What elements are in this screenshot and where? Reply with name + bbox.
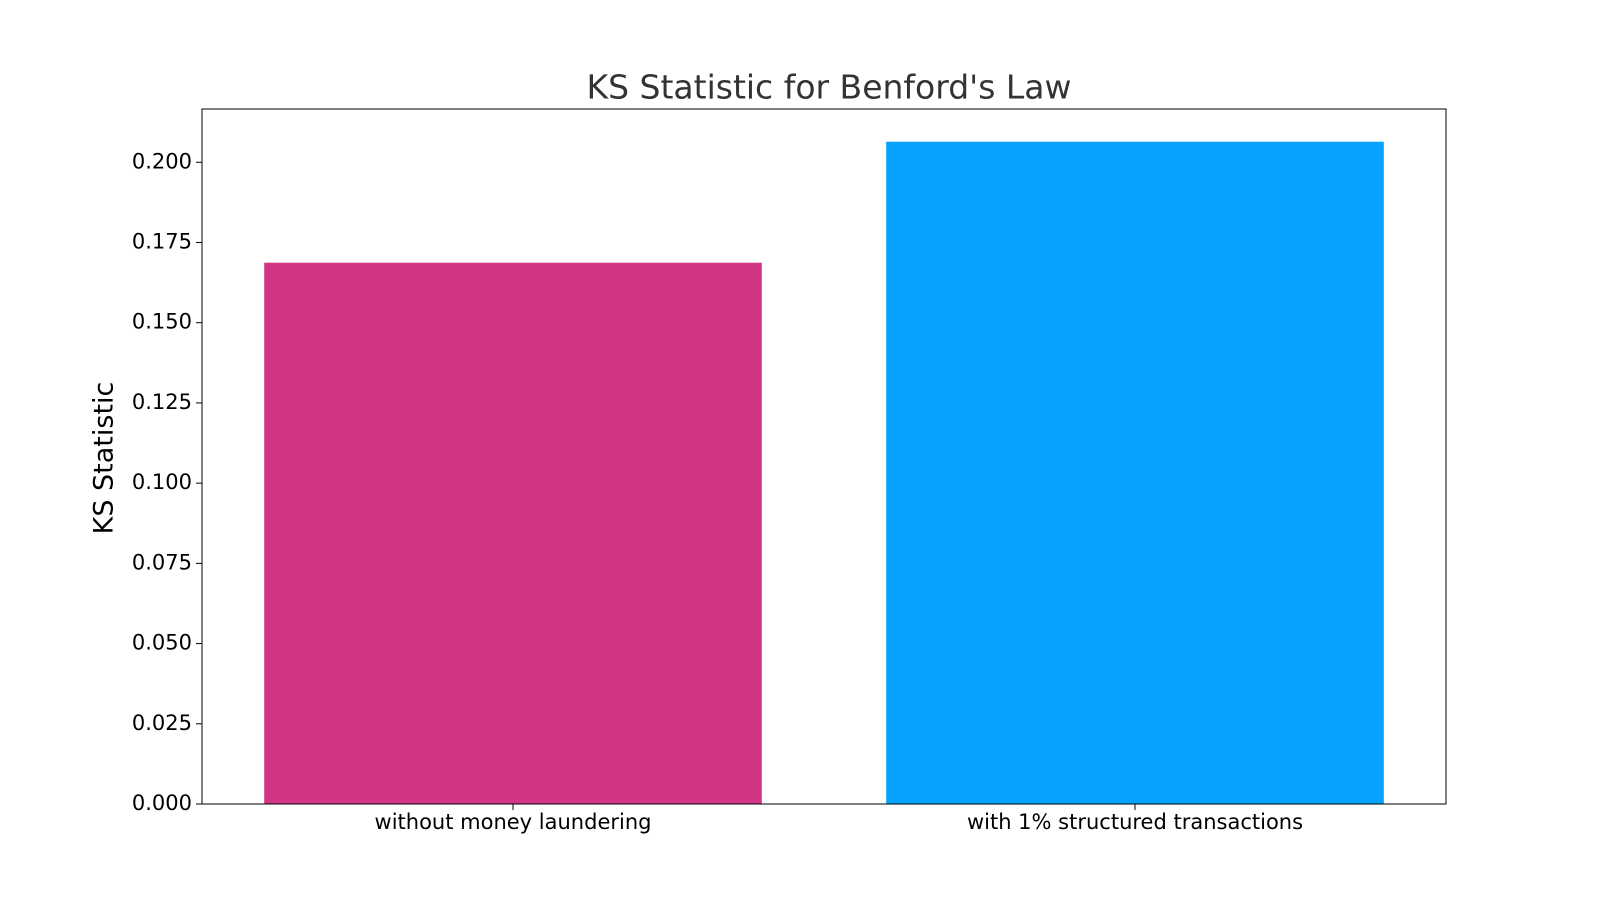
y-tick-label: 0.200 xyxy=(132,149,192,173)
y-tick-label: 0.075 xyxy=(132,550,192,574)
x-tick-label: without money laundering xyxy=(375,810,652,834)
bar xyxy=(264,262,762,804)
plot-frame xyxy=(201,108,1447,805)
y-axis-title: KS Statistic xyxy=(89,382,120,535)
y-tick-label: 0.050 xyxy=(132,631,192,655)
y-tick-label: 0.100 xyxy=(132,470,192,494)
bar xyxy=(886,141,1384,805)
y-tick-label: 0.125 xyxy=(132,390,192,414)
y-tick-label: 0.000 xyxy=(132,791,192,815)
y-tick-label: 0.025 xyxy=(132,711,192,735)
y-tick-label: 0.175 xyxy=(132,229,192,253)
chart-title: KS Statistic for Benford's Law xyxy=(586,68,1071,107)
x-tick-label: with 1% structured transactions xyxy=(967,810,1303,834)
y-tick-label: 0.150 xyxy=(132,310,192,334)
